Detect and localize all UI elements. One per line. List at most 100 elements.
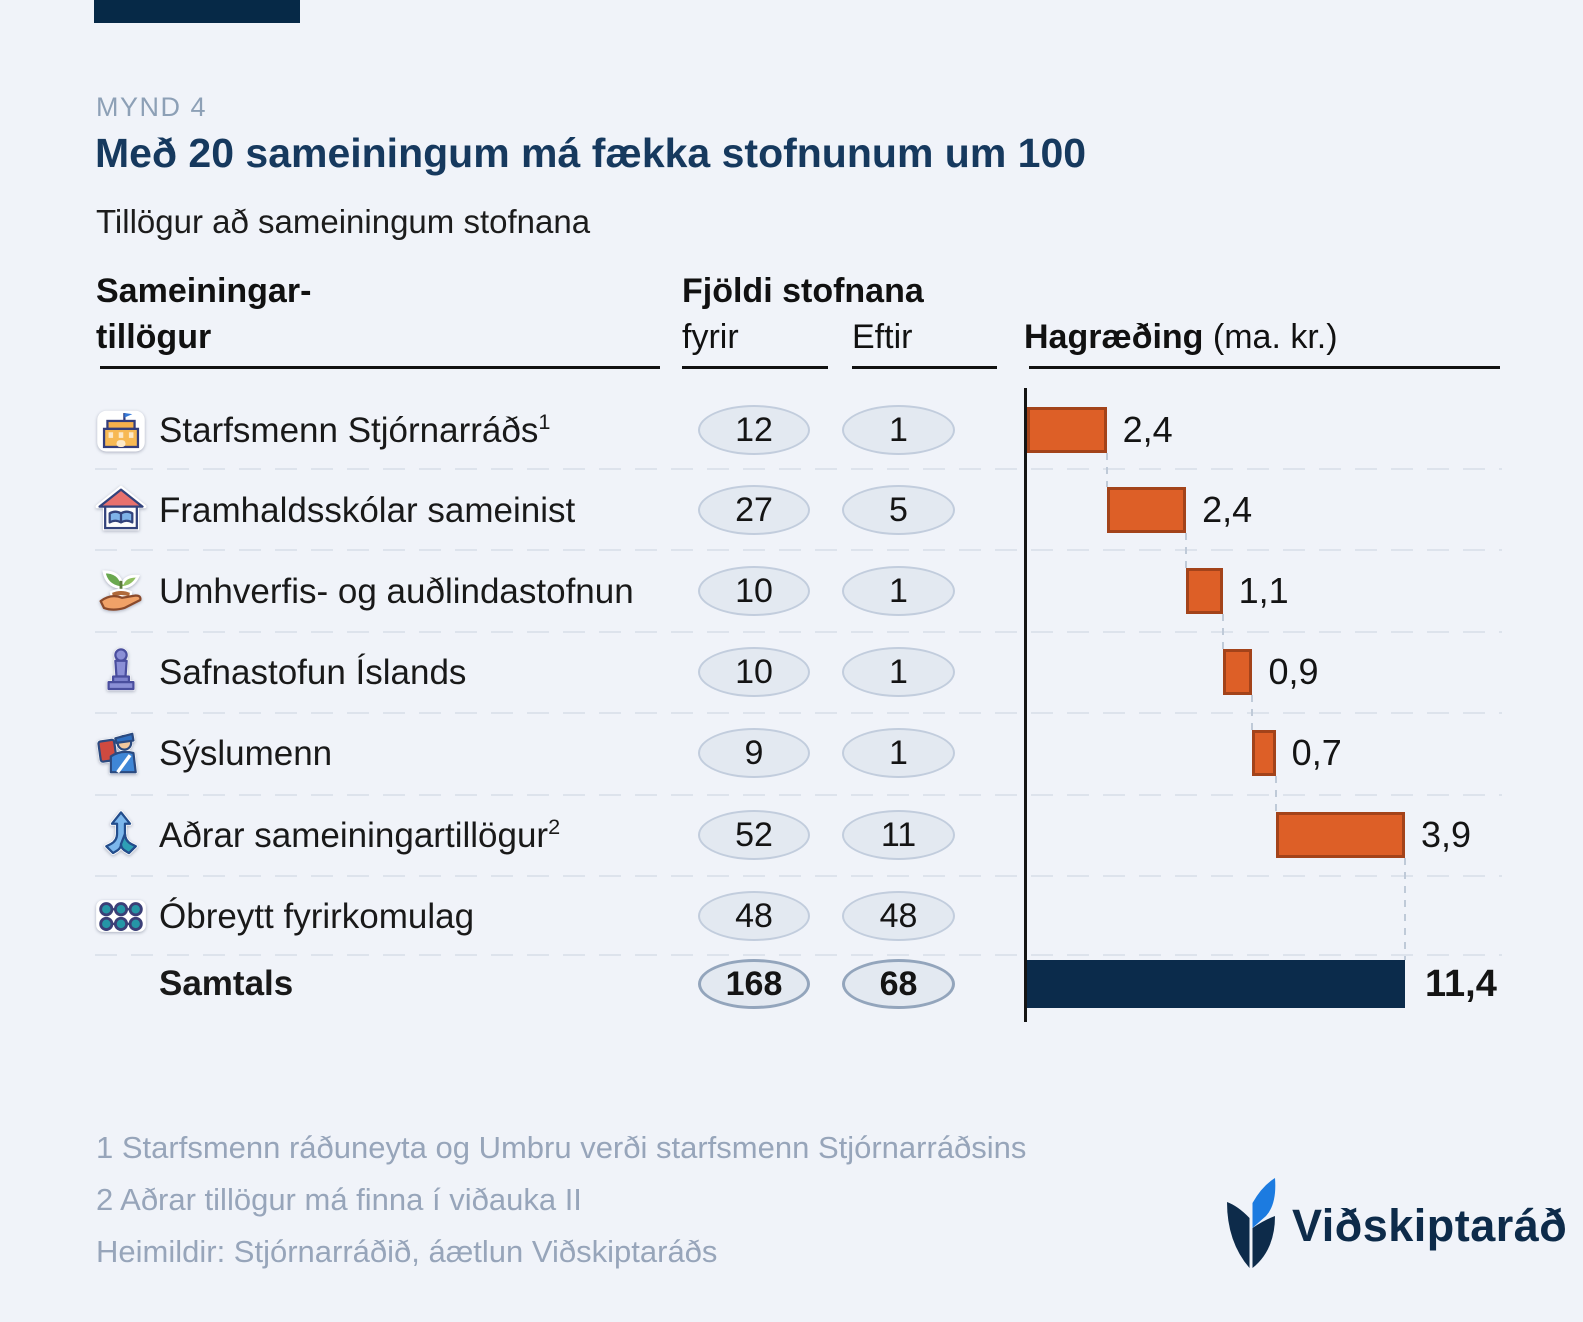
bar-value-label: 0,7 (1291, 732, 1342, 773)
page-title: Með 20 sameiningum má fækka stofnunum um… (95, 130, 1087, 176)
row-separator (95, 631, 1502, 633)
count-after-pill: 1 (842, 647, 955, 697)
row-label-text: Umhverfis- og auðlindastofnun (159, 571, 634, 611)
bar-value-label: 0,9 (1268, 651, 1319, 692)
footnote-marker: 1 (538, 409, 551, 435)
count-after-pill: 11 (842, 810, 955, 860)
figure-tag: MYND 4 (96, 92, 208, 122)
waterfall-connector (1251, 695, 1254, 730)
row-label: Framhaldsskólar sameinist (159, 489, 575, 531)
row-label: Sýslumenn (159, 732, 332, 774)
table-total-row: Samtals 168 68 (95, 943, 1502, 1025)
row-separator (95, 549, 1502, 551)
total-row-label: Samtals (159, 964, 294, 1003)
chart-axis-line (1024, 388, 1027, 1022)
bar-value-label: 2,4 (1202, 489, 1253, 530)
table-row: Óbreytt fyrirkomulag 48 48 (95, 875, 1502, 957)
header-rule-after (852, 366, 997, 369)
total-count-before-pill: 168 (698, 959, 810, 1009)
row-label-text: Safnastofun Íslands (159, 652, 467, 692)
table-row: Safnastofun Íslands 10 1 (95, 631, 1502, 713)
brand-bar (94, 0, 300, 23)
row-label: Óbreytt fyrirkomulag (159, 895, 474, 937)
statue-icon (95, 646, 147, 698)
table-row: Starfsmenn Stjórnarráðs1 12 1 (95, 389, 1502, 471)
row-label-text: Óbreytt fyrirkomulag (159, 896, 475, 936)
col-header-savings-bold: Hagræðing (1024, 318, 1204, 356)
col-header-after: Eftir (852, 318, 913, 356)
col-header-savings: Hagræðing (ma. kr.) (1024, 318, 1338, 357)
row-label-text: Starfsmenn Stjórnarráðs (159, 410, 539, 450)
waterfall-bar (1222, 649, 1253, 695)
row-separator (95, 875, 1502, 877)
count-after-pill: 1 (842, 405, 955, 455)
page-subtitle: Tillögur að sameiningum stofnana (96, 203, 591, 240)
footnotes: 1 Starfsmenn ráðuneyta og Umbru verði st… (96, 1122, 1026, 1278)
row-separator (95, 712, 1502, 714)
count-before-pill: 12 (698, 405, 810, 455)
waterfall-connector (1185, 533, 1188, 568)
count-before-pill: 10 (698, 647, 810, 697)
bar-value-label: 3,9 (1421, 814, 1472, 855)
bar-value-label: 2,4 (1122, 409, 1173, 450)
school-house-icon (95, 484, 147, 536)
count-before-pill: 52 (698, 810, 810, 860)
col-header-before: fyrir (682, 318, 739, 356)
col-header-merge-proposals-line1: Sameiningar- (96, 272, 312, 310)
waterfall-bar (1106, 487, 1187, 533)
logo-mark-icon (1225, 1176, 1277, 1275)
row-label: Starfsmenn Stjórnarráðs1 (159, 409, 550, 451)
count-before-pill: 27 (698, 485, 810, 535)
row-label: Safnastofun Íslands (159, 651, 466, 693)
footnote-1: 1 Starfsmenn ráðuneyta og Umbru verði st… (96, 1130, 1027, 1165)
table-row: Framhaldsskólar sameinist 27 5 (95, 469, 1502, 551)
table-row: Aðrar sameiningartillögur2 52 11 (95, 794, 1502, 876)
count-before-pill: 9 (698, 728, 810, 778)
total-count-after-pill: 68 (842, 959, 955, 1009)
row-label-text: Sýslumenn (159, 733, 333, 773)
waterfall-connector (1221, 614, 1224, 649)
logo-text: Viðskiptaráð (1292, 1199, 1568, 1251)
row-separator (95, 794, 1502, 796)
row-label: Umhverfis- og auðlindastofnun (159, 570, 634, 612)
waterfall-connector (1404, 858, 1406, 960)
header-rule-col1 (100, 366, 660, 369)
row-label-text: Aðrar sameiningartillögur (159, 815, 549, 855)
waterfall-connector (1105, 453, 1108, 487)
waterfall-bar (1027, 407, 1107, 453)
col-header-savings-unit: (ma. kr.) (1203, 318, 1338, 356)
header-rule-savings (1029, 366, 1500, 369)
count-after-pill: 48 (842, 891, 955, 941)
footnote-2: 2 Aðrar tillögur má finna í viðauka II (96, 1182, 582, 1217)
waterfall-bar (1252, 730, 1276, 776)
seedling-hand-icon (95, 565, 147, 617)
table-row: Sýslumenn 9 1 (95, 712, 1502, 794)
col-header-merge-proposals-line2: tillögur (96, 318, 212, 356)
count-before-pill: 48 (698, 891, 810, 941)
row-label: Aðrar sameiningartillögur2 (159, 814, 560, 856)
merge-arrows-icon (95, 809, 147, 861)
footnote-marker: 2 (548, 814, 561, 840)
waterfall-connector (1274, 776, 1277, 812)
bar-value-label: 1,1 (1238, 570, 1289, 611)
total-value-label: 11,4 (1425, 963, 1497, 1005)
dots-grid-icon (95, 890, 147, 942)
table-row: Umhverfis- og auðlindastofnun 10 1 (95, 550, 1502, 632)
count-after-pill: 1 (842, 566, 955, 616)
waterfall-bar (1275, 812, 1405, 858)
source-line: Heimildir: Stjórnarráðið, áætlun Viðskip… (96, 1234, 718, 1269)
row-label-text: Framhaldsskólar sameinist (159, 490, 576, 530)
waterfall-total-bar (1027, 960, 1405, 1008)
vidskiptarad-logo: Viðskiptaráð (1225, 1176, 1567, 1275)
count-after-pill: 1 (842, 728, 955, 778)
header-rule-before (682, 366, 828, 369)
row-separator (95, 954, 1502, 956)
government-building-icon (95, 404, 147, 456)
count-before-pill: 10 (698, 566, 810, 616)
waterfall-bar (1186, 568, 1223, 614)
count-after-pill: 5 (842, 485, 955, 535)
col-header-institution-count: Fjöldi stofnana (682, 272, 924, 310)
row-separator (95, 468, 1502, 470)
officer-icon (95, 727, 147, 779)
